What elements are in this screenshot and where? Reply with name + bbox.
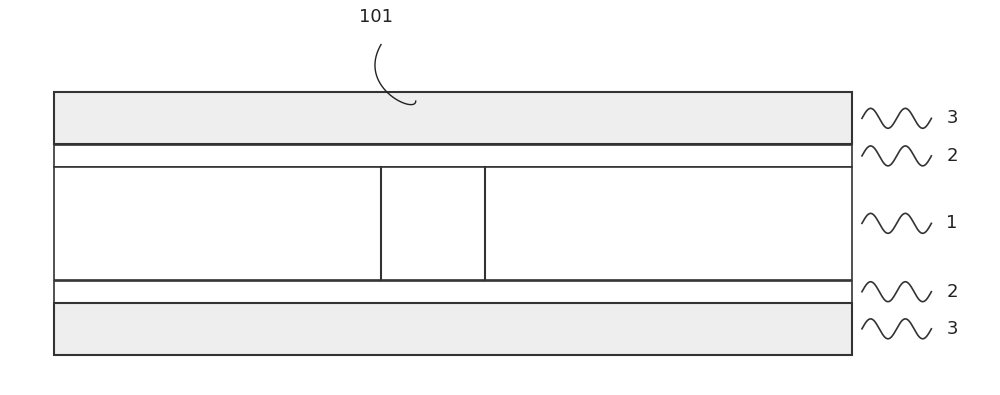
Bar [54, 92, 852, 144]
Text: 3: 3 [946, 320, 958, 338]
Bar [54, 167, 852, 280]
Bar [54, 303, 852, 355]
Text: 2: 2 [946, 147, 958, 165]
Bar [54, 145, 852, 167]
Text: 101: 101 [359, 8, 393, 26]
Text: 2: 2 [946, 283, 958, 301]
Text: 3: 3 [946, 109, 958, 127]
Text: 1: 1 [946, 214, 958, 232]
Bar [54, 281, 852, 303]
